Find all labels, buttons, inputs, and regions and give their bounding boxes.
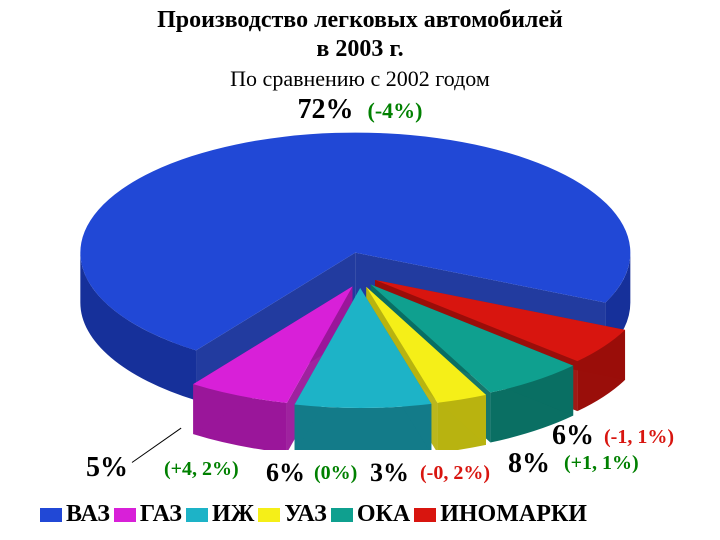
legend-swatch xyxy=(40,508,62,522)
lbl-5-pct: 5% xyxy=(86,452,128,484)
pie-chart xyxy=(50,130,670,430)
legend-item-УАЗ: УАЗ xyxy=(258,501,326,528)
legend-swatch xyxy=(258,508,280,522)
legend: ВАЗ ГАЗ ИЖ УАЗ ОКА ИНОМАРКИ xyxy=(40,501,700,528)
legend-label: ИНОМАРКИ xyxy=(440,501,587,528)
chart-title: Производство легковых автомобилей в 2003… xyxy=(0,0,720,64)
legend-item-ИНОМАРКИ: ИНОМАРКИ xyxy=(414,501,587,528)
legend-swatch xyxy=(414,508,436,522)
title-line1: Производство легковых автомобилей xyxy=(0,6,720,35)
legend-label: ИЖ xyxy=(212,501,254,528)
main-delta: (-4%) xyxy=(368,98,423,123)
legend-item-ВАЗ: ВАЗ xyxy=(40,501,110,528)
legend-label: ОКА xyxy=(357,501,410,528)
lbl-6a-delta: (0%) xyxy=(314,462,357,485)
lbl-5-delta: (+4, 2%) xyxy=(164,458,239,481)
legend-item-ГАЗ: ГАЗ xyxy=(114,501,182,528)
chart-subtitle: По сравнению с 2002 годом xyxy=(0,66,720,92)
lbl-3-pct: 3% xyxy=(370,458,409,488)
legend-label: УАЗ xyxy=(284,501,326,528)
legend-swatch xyxy=(186,508,208,522)
legend-swatch xyxy=(331,508,353,522)
main-pct-row: 72% (-4%) xyxy=(0,94,720,126)
lbl-8-delta: (+1, 1%) xyxy=(564,452,639,475)
main-pct: 72% xyxy=(298,94,354,125)
lbl-3-delta: (-0, 2%) xyxy=(420,462,490,485)
legend-item-ОКА: ОКА xyxy=(331,501,410,528)
legend-label: ВАЗ xyxy=(66,501,110,528)
legend-item-ИЖ: ИЖ xyxy=(186,501,254,528)
legend-swatch xyxy=(114,508,136,522)
lbl-8-pct: 8% xyxy=(508,448,550,480)
lbl-6a-pct: 6% xyxy=(266,458,305,488)
title-line2: в 2003 г. xyxy=(0,35,720,64)
legend-label: ГАЗ xyxy=(140,501,182,528)
